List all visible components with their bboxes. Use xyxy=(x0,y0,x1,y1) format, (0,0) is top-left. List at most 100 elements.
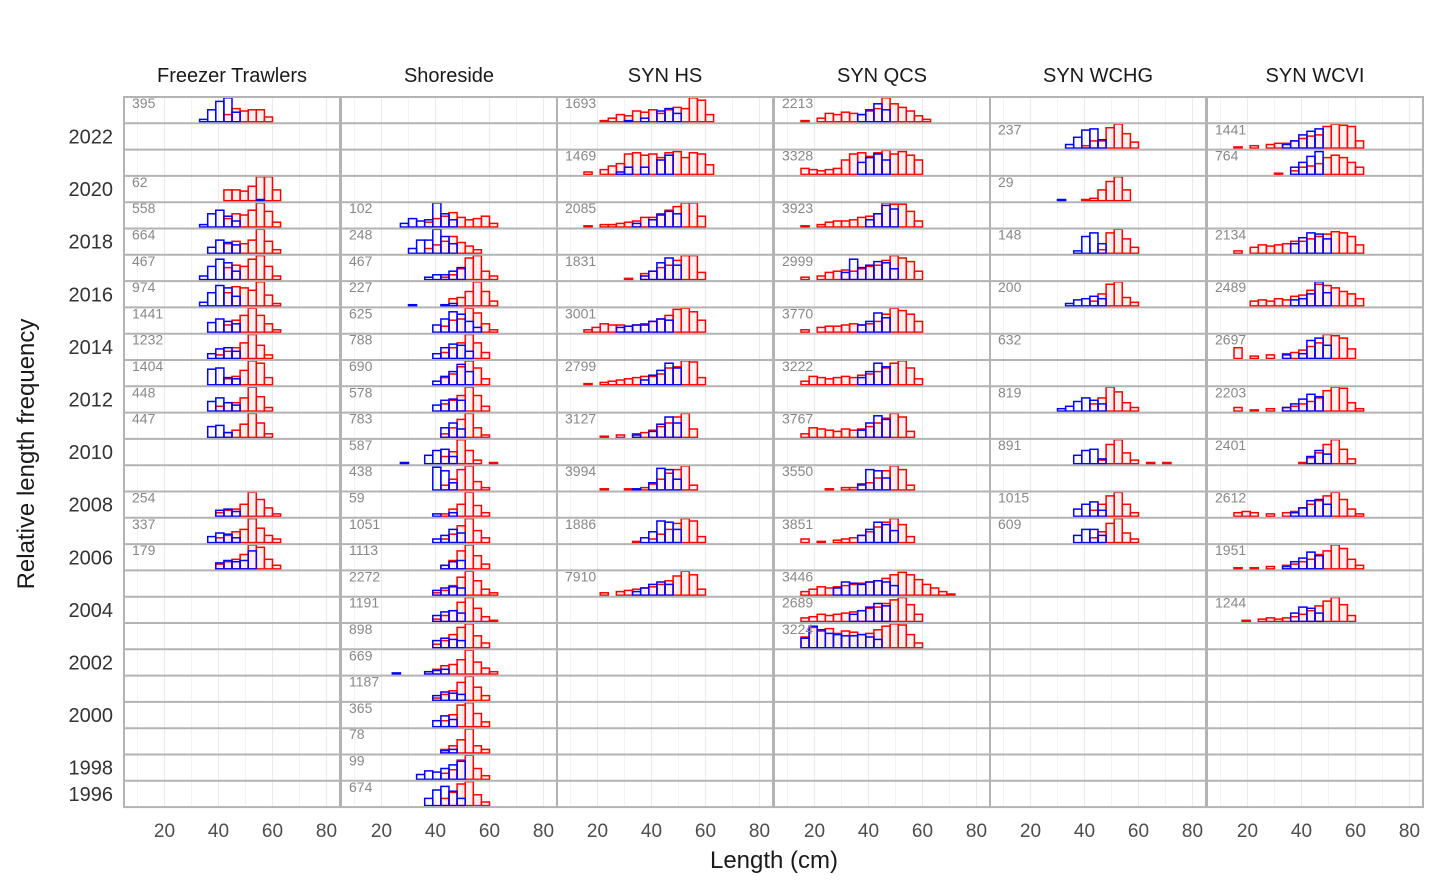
series-b-bar xyxy=(223,534,233,544)
series-b-bar xyxy=(1289,140,1300,149)
series-a-bar xyxy=(399,461,410,465)
series-b-bar xyxy=(271,538,282,544)
series-a-bar xyxy=(456,797,466,807)
series-b-bar xyxy=(1105,283,1115,307)
series-a-bar xyxy=(198,223,209,228)
series-b-bar xyxy=(255,314,266,333)
series-a-bar xyxy=(448,219,458,228)
series-b-bar xyxy=(688,152,699,176)
sample-count-label: 558 xyxy=(132,200,156,216)
series-a-bar xyxy=(1314,128,1324,149)
series-b-bar xyxy=(1338,547,1349,570)
x-tick-label: 80 xyxy=(966,821,987,842)
series-b-bar xyxy=(1322,333,1332,360)
series-a-bar xyxy=(1322,453,1332,465)
series-b-bar xyxy=(223,560,233,570)
series-b-bar xyxy=(1298,166,1308,176)
series-b-bar xyxy=(1298,461,1308,465)
series-b-bar xyxy=(599,323,610,333)
series-b-bar xyxy=(1273,297,1284,307)
series-b-bar xyxy=(873,107,883,123)
series-b-bar xyxy=(856,113,867,123)
series-b-bar xyxy=(255,362,266,386)
series-b-bar xyxy=(440,240,450,255)
series-b-bar xyxy=(881,202,891,228)
series-b-bar xyxy=(897,571,908,596)
series-b-bar xyxy=(247,333,258,360)
series-b-bar xyxy=(1306,609,1316,623)
series-b-bar xyxy=(1265,565,1276,570)
series-b-bar xyxy=(239,265,249,281)
series-b-bar xyxy=(599,223,610,228)
sample-count-label: 337 xyxy=(132,516,156,532)
sample-count-label: 1404 xyxy=(132,358,163,374)
x-tick-label: 80 xyxy=(316,821,337,842)
series-b-bar xyxy=(1089,197,1099,202)
series-b-bar xyxy=(897,309,908,333)
series-b-bar xyxy=(583,329,593,333)
series-b-bar xyxy=(897,150,908,176)
series-b-bar xyxy=(1145,461,1156,465)
series-b-bar xyxy=(271,221,282,228)
series-b-bar xyxy=(1354,244,1365,255)
series-b-bar xyxy=(223,291,233,307)
series-b-bar xyxy=(913,220,924,228)
series-b-bar xyxy=(1322,233,1332,255)
series-a-bar xyxy=(1322,238,1332,255)
series-b-bar xyxy=(824,378,835,386)
series-b-bar xyxy=(889,623,899,649)
series-b-bar xyxy=(223,242,233,255)
series-b-bar xyxy=(1346,348,1357,360)
series-b-bar xyxy=(840,612,851,623)
series-b-bar xyxy=(800,167,810,176)
series-a-bar xyxy=(231,537,241,544)
series-b-bar xyxy=(688,428,699,439)
series-b-bar xyxy=(480,642,491,649)
series-b-bar xyxy=(873,477,883,491)
x-tick-label: 60 xyxy=(695,821,716,842)
series-b-bar xyxy=(599,592,610,596)
series-b-bar xyxy=(480,323,491,333)
series-b-bar xyxy=(464,245,475,255)
series-b-bar xyxy=(263,210,274,228)
series-b-bar xyxy=(848,153,859,176)
series-b-bar xyxy=(239,553,249,570)
series-a-bar xyxy=(198,118,209,123)
series-b-bar xyxy=(856,324,867,333)
series-b-bar xyxy=(1281,299,1292,307)
sample-count-label: 3127 xyxy=(565,411,596,427)
series-b-bar xyxy=(464,290,475,307)
series-a-bar xyxy=(223,431,233,439)
series-b-bar xyxy=(656,478,666,491)
series-b-bar xyxy=(1121,532,1132,544)
series-b-bar xyxy=(448,346,458,360)
series-a-bar xyxy=(1097,138,1107,149)
series-a-bar xyxy=(231,350,241,360)
series-b-bar xyxy=(223,401,233,412)
row-year-label: 2012 xyxy=(69,389,114,411)
series-b-bar xyxy=(440,719,450,728)
series-b-bar xyxy=(456,626,466,649)
series-a-bar xyxy=(206,535,217,544)
series-b-bar xyxy=(472,794,483,807)
series-b-bar xyxy=(607,117,618,123)
series-b-bar xyxy=(800,433,810,439)
series-b-bar xyxy=(824,271,835,281)
series-b-bar xyxy=(464,675,475,702)
sample-count-label: 891 xyxy=(998,437,1022,453)
series-b-bar xyxy=(913,378,924,386)
series-a-bar xyxy=(1072,136,1083,149)
series-b-bar xyxy=(623,221,634,228)
series-b-bar xyxy=(1113,491,1124,518)
series-b-bar xyxy=(840,269,851,281)
series-a-bar xyxy=(415,220,426,228)
series-b-bar xyxy=(1265,407,1276,412)
series-b-bar xyxy=(488,329,499,333)
series-a-bar xyxy=(1097,297,1107,307)
sample-count-label: 1469 xyxy=(565,148,596,164)
series-b-bar xyxy=(464,307,475,333)
series-b-bar xyxy=(1097,531,1107,544)
x-tick-label: 60 xyxy=(1128,821,1149,842)
series-b-bar xyxy=(889,203,899,228)
series-b-bar xyxy=(913,613,924,623)
